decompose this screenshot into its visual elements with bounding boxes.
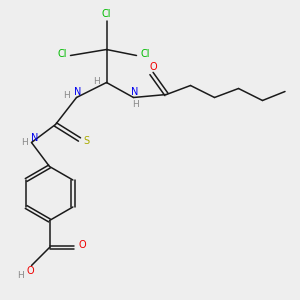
Text: H: H (17, 272, 23, 280)
Text: Cl: Cl (57, 49, 67, 59)
Text: O: O (78, 239, 86, 250)
Text: Cl: Cl (140, 49, 150, 59)
Text: N: N (74, 87, 82, 97)
Text: H: H (64, 92, 70, 100)
Text: N: N (131, 87, 139, 97)
Text: H: H (133, 100, 139, 109)
Text: O: O (26, 266, 34, 276)
Text: Cl: Cl (102, 9, 111, 20)
Text: H: H (21, 138, 27, 147)
Text: O: O (149, 62, 157, 73)
Text: S: S (83, 136, 89, 146)
Text: H: H (93, 76, 100, 85)
Text: N: N (31, 133, 38, 143)
